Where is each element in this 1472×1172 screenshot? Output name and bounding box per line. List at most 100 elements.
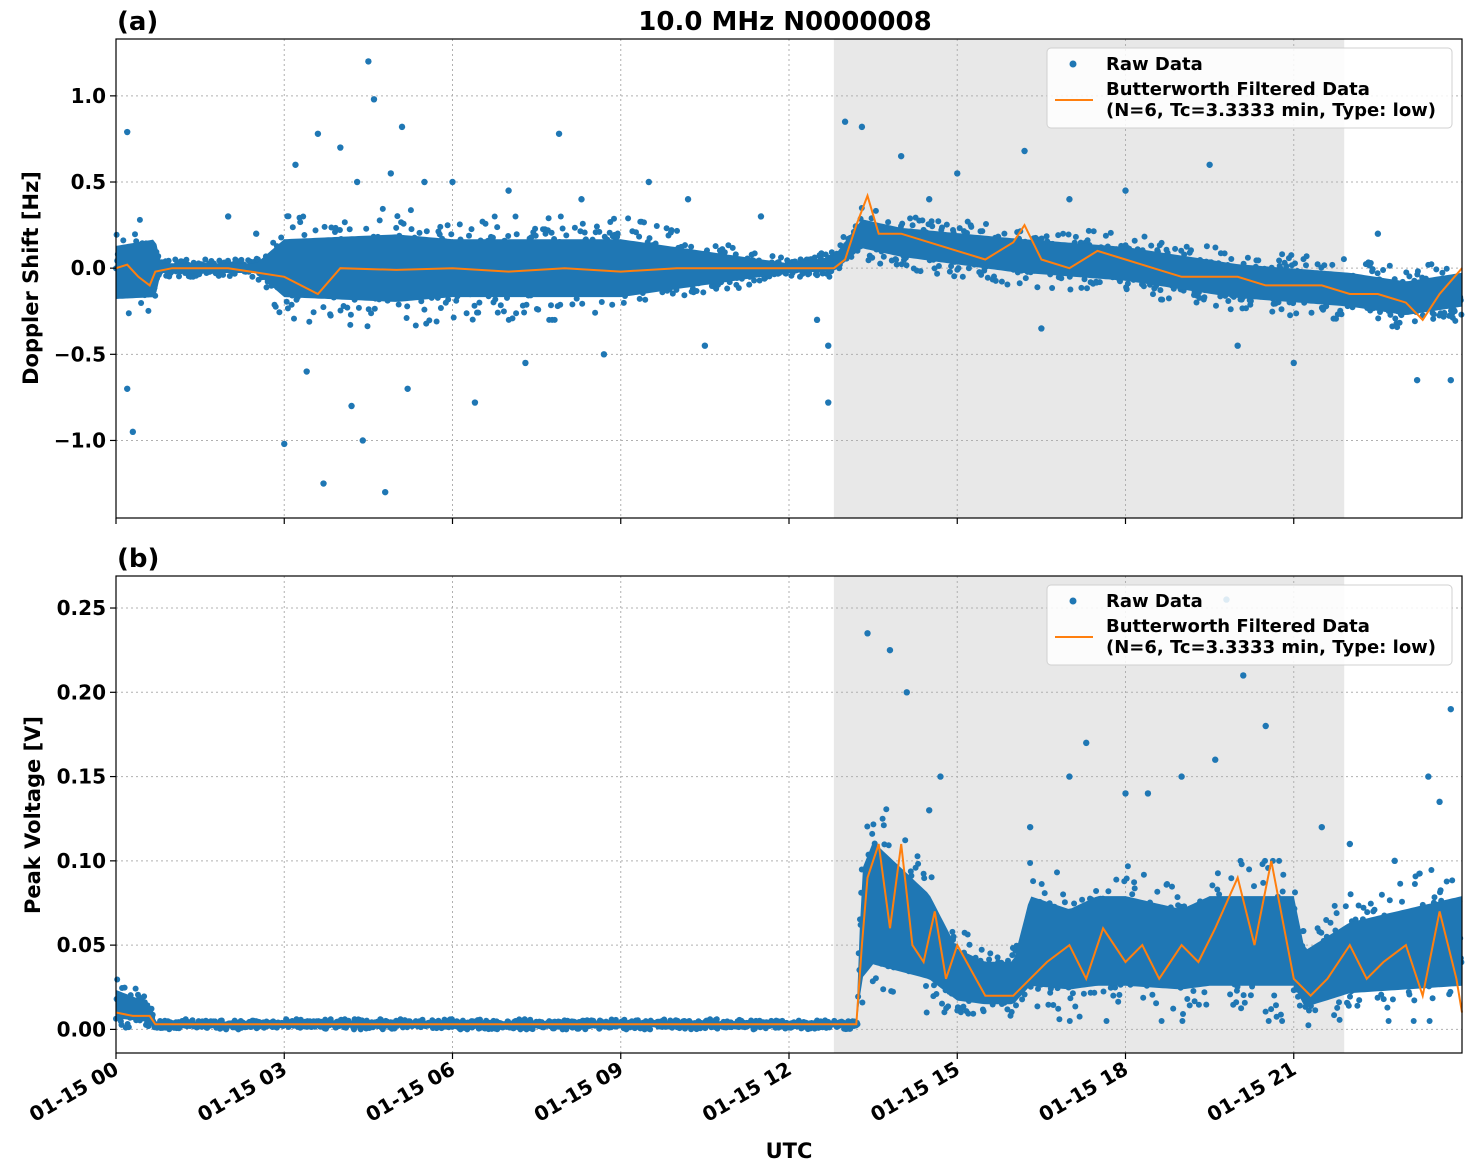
panel-b-raw-point [1356,997,1363,1004]
panel-a-raw-point [416,229,423,236]
panel-a-raw-outlier [253,230,260,237]
panel-b-filtered-series [115,843,1463,1026]
panel-a-raw-point [596,228,603,235]
panel-a-raw-point [183,256,190,263]
panel-a-raw-point [468,226,475,233]
panel-a-raw-point [1085,227,1092,234]
panel-b-raw-point [1327,919,1334,926]
panel-a-raw-point [1055,232,1062,239]
panel-a-raw-point [1428,261,1435,268]
panel-b-raw-outlier [937,773,944,780]
panel-b-raw-outlier [1391,857,1398,865]
panel-b-raw-outlier [1447,705,1454,713]
panel-a-raw-point [379,205,386,212]
panel-b-raw-point [1323,917,1330,923]
panel-a-raw-point [840,234,847,240]
panel-b-x-tick-label: 01-15 09 [530,1057,628,1127]
panel-b-raw-point [1034,1003,1041,1010]
panel-a-raw-point [1292,260,1298,267]
panel-a-raw-point [1159,296,1166,303]
panel-b-raw-point [914,853,921,860]
panel-b-raw-point [1367,900,1374,907]
panel-a-raw-point [471,302,478,309]
panel-b-legend-raw-marker [1069,597,1077,605]
panel-a-raw-point [948,263,955,270]
panel-b-raw-point [1069,990,1076,997]
panel-b-raw-outlier [1212,756,1219,763]
panel-a-raw-point [1287,312,1294,319]
panel-a-y-tick-label: 0.5 [71,170,106,194]
panel-b-raw-point [1443,878,1450,885]
panel-b-raw-point [923,983,929,989]
panel-b-raw-point [960,1003,967,1010]
panel-a-raw-point [1090,228,1097,235]
panel-a-raw-point [725,242,732,249]
panel-a-raw-point [509,315,516,322]
panel-b-raw-point [1180,1011,1186,1017]
panel-b-raw-point [986,956,993,963]
panel-b-x-tick-label: 01-15 00 [25,1057,123,1127]
panel-b-raw-point [1038,881,1045,887]
panel-a-y-tick-label: −0.5 [54,342,106,366]
panel-b-raw-point [1247,992,1254,999]
panel-a-raw-point [249,273,256,280]
panel-b-raw-point [1241,999,1248,1006]
panel-b-raw-point [859,999,866,1006]
panel-a-raw-point [625,215,632,222]
panel-a-raw-outlier [1234,342,1241,349]
panel-b-raw-point [1426,1018,1433,1024]
panel-a-raw-point [426,317,433,324]
panel-a-raw-point [437,305,444,311]
panel-a-raw-point [653,223,660,229]
panel-b-raw-point [125,1024,132,1031]
panel-a-raw-point [327,312,334,319]
panel-a-raw-outlier [449,178,456,186]
panel-b-raw-point [1336,1016,1343,1023]
panel-a-raw-point [1193,299,1200,306]
panel-a-raw-outlier [1066,196,1073,203]
panel-a-legend-box [1046,47,1453,129]
panel-a-raw-point [1451,308,1458,315]
panel-a-raw-point [593,223,600,230]
panel-a-raw-point [1107,229,1114,236]
panel-a-raw-outlier [701,342,709,349]
panel-a-raw-outlier [382,488,389,496]
panel-a-raw-point [263,284,270,291]
panel-a-raw-point [563,232,570,239]
panel-b-raw-point [864,823,871,830]
panel-a-raw-point [1065,231,1072,238]
panel-b-raw-point [950,933,957,940]
panel-b-raw-outlier [1262,722,1269,730]
panel-a-raw-point [1096,279,1103,286]
panel-a-raw-point [1038,235,1045,242]
panel-a-raw-point [288,301,295,308]
panel-b-raw-point [132,985,139,992]
panel-a-raw-point [729,244,736,251]
panel-a-raw-point [125,310,132,317]
panel-b-raw-point [1345,1002,1352,1009]
panel-a-raw-point [1452,317,1459,324]
panel-b-raw-point [1411,997,1418,1004]
panel-a-raw-outlier [813,316,821,324]
panel-a-raw-point [1430,315,1437,322]
panel-b-raw-point [141,993,148,1000]
panel-b-raw-outlier [1122,790,1129,797]
panel-a-raw-point [1067,286,1074,293]
panel-a-raw-point [120,237,127,244]
panel-a-raw-point [1221,250,1228,257]
panel-a-raw-point [946,268,953,275]
panel-a-raw-point [284,305,291,312]
panel-a-raw-point [756,277,763,284]
panel-b-raw-point [933,991,940,997]
panel-a-raw-point [978,271,985,278]
panel-a-raw-point [532,232,539,239]
panel-b-raw-point [477,1016,483,1023]
panel-a-raw-point [1157,287,1164,294]
panel-a-raw-point [1227,306,1234,313]
panel-b-raw-outlier [1346,840,1354,848]
panel-a-raw-point [310,309,317,316]
panel-b-raw-point [1164,881,1171,887]
panel-a-raw-point [512,213,519,220]
panel-a-raw-point [272,303,279,310]
